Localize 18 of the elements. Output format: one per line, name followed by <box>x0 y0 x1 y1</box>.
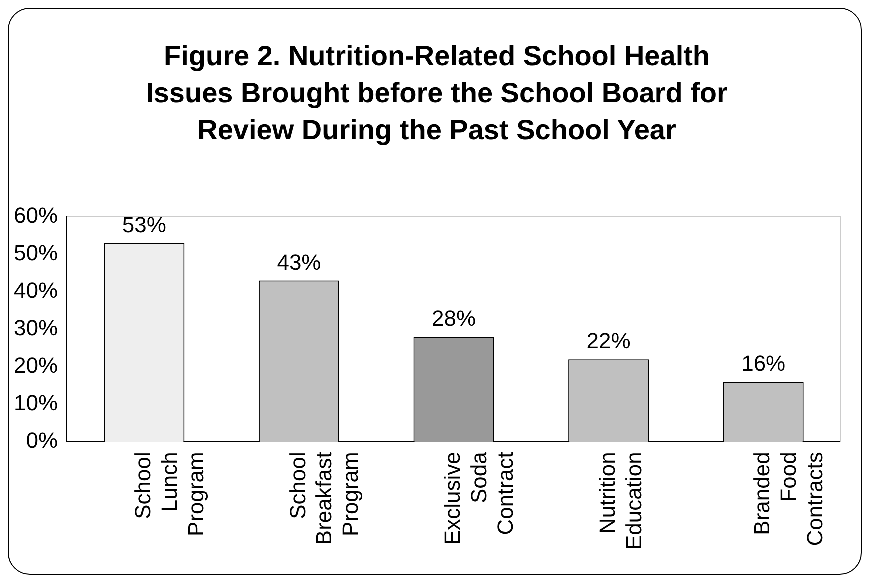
y-tick-label: 0% <box>26 428 58 454</box>
y-tick-label: 60% <box>14 203 58 228</box>
y-tick-label: 30% <box>14 316 58 341</box>
chart-title: Figure 2. Nutrition-Related School Health Issues Brought before the School Board for Review During the Past School Year <box>146 40 728 146</box>
y-tick-label: 50% <box>14 240 58 266</box>
y-tick-label: 40% <box>14 278 58 304</box>
x-tick-label: School Breakfast Program <box>285 452 364 546</box>
data-label: 16% <box>742 351 786 376</box>
data-label: 43% <box>277 250 322 275</box>
data-label: 28% <box>432 306 476 332</box>
x-tick-label: Exclusive Soda Contract <box>440 451 518 546</box>
x-tick-label: School Lunch Program <box>130 452 208 537</box>
y-tick-label: 10% <box>14 390 58 416</box>
y-tick-label: 20% <box>14 353 58 378</box>
data-label: 22% <box>586 328 631 354</box>
x-tick-label: Nutrition Education <box>594 452 646 550</box>
x-tick-label: Branded Food Contracts <box>750 452 828 546</box>
data-label: 53% <box>122 212 166 238</box>
